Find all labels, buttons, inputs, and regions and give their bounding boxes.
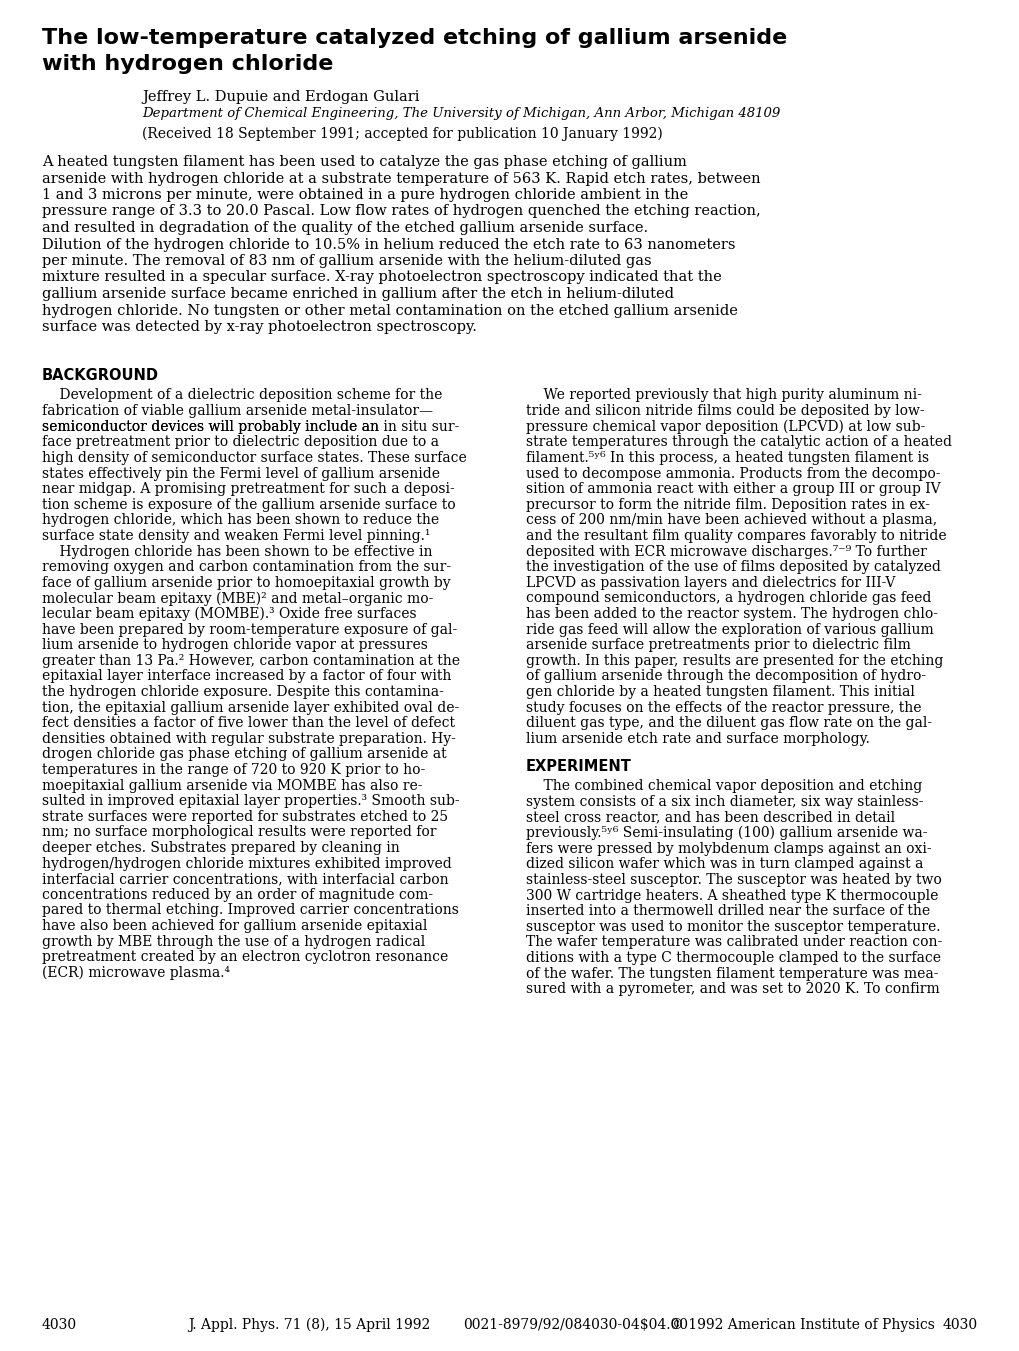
Text: gallium arsenide surface became enriched in gallium after the etch in helium-dil: gallium arsenide surface became enriched… (42, 286, 674, 301)
Text: states effectively pin the Fermi level of gallium arsenide: states effectively pin the Fermi level o… (42, 466, 439, 481)
Text: Development of a dielectric deposition scheme for the: Development of a dielectric deposition s… (42, 389, 442, 403)
Text: arsenide with hydrogen chloride at a substrate temperature of 563 K. Rapid etch : arsenide with hydrogen chloride at a sub… (42, 172, 760, 185)
Text: densities obtained with regular substrate preparation. Hy-: densities obtained with regular substrat… (42, 732, 455, 746)
Text: deposited with ECR microwave discharges.⁷⁻⁹ To further: deposited with ECR microwave discharges.… (526, 544, 926, 558)
Text: The low-temperature catalyzed etching of gallium arsenide: The low-temperature catalyzed etching of… (42, 28, 787, 49)
Text: BACKGROUND: BACKGROUND (42, 369, 159, 384)
Text: 300 W cartridge heaters. A sheathed type K thermocouple: 300 W cartridge heaters. A sheathed type… (526, 889, 937, 902)
Text: greater than 13 Pa.² However, carbon contamination at the: greater than 13 Pa.² However, carbon con… (42, 654, 460, 667)
Text: pretreatment created by an electron cyclotron resonance: pretreatment created by an electron cycl… (42, 950, 447, 965)
Text: 4030: 4030 (942, 1319, 977, 1332)
Text: growth by MBE through the use of a hydrogen radical: growth by MBE through the use of a hydro… (42, 935, 425, 948)
Text: strate surfaces were reported for substrates etched to 25: strate surfaces were reported for substr… (42, 809, 447, 824)
Text: fabrication of viable gallium arsenide metal-insulator—: fabrication of viable gallium arsenide m… (42, 404, 433, 417)
Text: (ECR) microwave plasma.⁴: (ECR) microwave plasma.⁴ (42, 966, 229, 979)
Text: hydrogen chloride, which has been shown to reduce the: hydrogen chloride, which has been shown … (42, 513, 439, 527)
Text: hydrogen chloride. No tungsten or other metal contamination on the etched galliu: hydrogen chloride. No tungsten or other … (42, 304, 737, 317)
Text: EXPERIMENT: EXPERIMENT (526, 759, 631, 774)
Text: stainless-steel susceptor. The susceptor was heated by two: stainless-steel susceptor. The susceptor… (526, 873, 941, 886)
Text: A heated tungsten filament has been used to catalyze the gas phase etching of ga: A heated tungsten filament has been used… (42, 155, 686, 169)
Text: 1 and 3 microns per minute, were obtained in a pure hydrogen chloride ambient in: 1 and 3 microns per minute, were obtaine… (42, 188, 688, 203)
Text: temperatures in the range of 720 to 920 K prior to ho-: temperatures in the range of 720 to 920 … (42, 763, 425, 777)
Text: arsenide surface pretreatments prior to dielectric film: arsenide surface pretreatments prior to … (526, 638, 910, 653)
Text: near midgap. A promising pretreatment for such a deposi-: near midgap. A promising pretreatment fo… (42, 482, 454, 496)
Text: with hydrogen chloride: with hydrogen chloride (42, 54, 333, 74)
Text: 4030: 4030 (42, 1319, 77, 1332)
Text: 0021-8979/92/084030-04$04.00: 0021-8979/92/084030-04$04.00 (463, 1319, 688, 1332)
Text: and the resultant film quality compares favorably to nitride: and the resultant film quality compares … (526, 528, 946, 543)
Text: semiconductor devices will probably include an in situ sur-: semiconductor devices will probably incl… (42, 420, 459, 434)
Text: fect densities a factor of five lower than the level of defect: fect densities a factor of five lower th… (42, 716, 454, 730)
Text: inserted into a thermowell drilled near the surface of the: inserted into a thermowell drilled near … (526, 904, 929, 919)
Text: sured with a pyrometer, and was set to 2020 K. To confirm: sured with a pyrometer, and was set to 2… (526, 982, 938, 996)
Text: molecular beam epitaxy (MBE)² and metal–organic mo-: molecular beam epitaxy (MBE)² and metal–… (42, 592, 433, 605)
Text: tion, the epitaxial gallium arsenide layer exhibited oval de-: tion, the epitaxial gallium arsenide lay… (42, 701, 459, 715)
Text: and resulted in degradation of the quality of the etched gallium arsenide surfac: and resulted in degradation of the quali… (42, 222, 647, 235)
Text: The wafer temperature was calibrated under reaction con-: The wafer temperature was calibrated und… (526, 935, 942, 950)
Text: previously.⁵ʸ⁶ Semi-insulating (100) gallium arsenide wa-: previously.⁵ʸ⁶ Semi-insulating (100) gal… (526, 825, 926, 840)
Text: have been prepared by room-temperature exposure of gal-: have been prepared by room-temperature e… (42, 623, 457, 636)
Text: Jeffrey L. Dupuie and Erdogan Gulari: Jeffrey L. Dupuie and Erdogan Gulari (142, 91, 419, 104)
Text: drogen chloride gas phase etching of gallium arsenide at: drogen chloride gas phase etching of gal… (42, 747, 446, 762)
Text: face of gallium arsenide prior to homoepitaxial growth by: face of gallium arsenide prior to homoep… (42, 576, 450, 589)
Text: mixture resulted in a specular surface. X-ray photoelectron spectroscopy indicat: mixture resulted in a specular surface. … (42, 270, 721, 285)
Text: per minute. The removal of 83 nm of gallium arsenide with the helium-diluted gas: per minute. The removal of 83 nm of gall… (42, 254, 651, 267)
Text: diluent gas type, and the diluent gas flow rate on the gal-: diluent gas type, and the diluent gas fl… (526, 716, 931, 730)
Text: the investigation of the use of films deposited by catalyzed: the investigation of the use of films de… (526, 561, 940, 574)
Text: tion scheme is exposure of the gallium arsenide surface to: tion scheme is exposure of the gallium a… (42, 497, 455, 512)
Text: study focuses on the effects of the reactor pressure, the: study focuses on the effects of the reac… (526, 701, 920, 715)
Text: of gallium arsenide through the decomposition of hydro-: of gallium arsenide through the decompos… (526, 669, 925, 684)
Text: face pretreatment prior to dielectric deposition due to a: face pretreatment prior to dielectric de… (42, 435, 438, 450)
Text: surface was detected by x-ray photoelectron spectroscopy.: surface was detected by x-ray photoelect… (42, 320, 477, 334)
Text: ditions with a type C thermocouple clamped to the surface: ditions with a type C thermocouple clamp… (526, 951, 941, 965)
Text: has been added to the reactor system. The hydrogen chlo-: has been added to the reactor system. Th… (526, 607, 937, 621)
Text: used to decompose ammonia. Products from the decompo-: used to decompose ammonia. Products from… (526, 466, 940, 481)
Text: dized silicon wafer which was in turn clamped against a: dized silicon wafer which was in turn cl… (526, 858, 922, 871)
Text: © 1992 American Institute of Physics: © 1992 American Institute of Physics (669, 1319, 934, 1332)
Text: lecular beam epitaxy (MOMBE).³ Oxide free surfaces: lecular beam epitaxy (MOMBE).³ Oxide fre… (42, 607, 416, 621)
Text: Department of Chemical Engineering, The University of Michigan, Ann Arbor, Michi: Department of Chemical Engineering, The … (142, 107, 780, 120)
Text: epitaxial layer interface increased by a factor of four with: epitaxial layer interface increased by a… (42, 669, 451, 684)
Text: (Received 18 September 1991; accepted for publication 10 January 1992): (Received 18 September 1991; accepted fo… (142, 127, 662, 142)
Text: Hydrogen chloride has been shown to be effective in: Hydrogen chloride has been shown to be e… (42, 544, 432, 558)
Text: lium arsenide etch rate and surface morphology.: lium arsenide etch rate and surface morp… (526, 732, 869, 746)
Text: Dilution of the hydrogen chloride to 10.5% in helium reduced the etch rate to 63: Dilution of the hydrogen chloride to 10.… (42, 238, 735, 251)
Text: pared to thermal etching. Improved carrier concentrations: pared to thermal etching. Improved carri… (42, 904, 459, 917)
Text: gen chloride by a heated tungsten filament. This initial: gen chloride by a heated tungsten filame… (526, 685, 914, 698)
Text: deeper etches. Substrates prepared by cleaning in: deeper etches. Substrates prepared by cl… (42, 840, 399, 855)
Text: hydrogen/hydrogen chloride mixtures exhibited improved: hydrogen/hydrogen chloride mixtures exhi… (42, 857, 451, 870)
Text: sition of ammonia react with either a group III or group IV: sition of ammonia react with either a gr… (526, 482, 940, 496)
Text: steel cross reactor, and has been described in detail: steel cross reactor, and has been descri… (526, 811, 895, 824)
Text: semiconductor devices will probably include an: semiconductor devices will probably incl… (42, 420, 383, 434)
Text: lium arsenide to hydrogen chloride vapor at pressures: lium arsenide to hydrogen chloride vapor… (42, 638, 427, 653)
Text: precursor to form the nitride film. Deposition rates in ex-: precursor to form the nitride film. Depo… (526, 497, 929, 512)
Text: pressure chemical vapor deposition (LPCVD) at low sub-: pressure chemical vapor deposition (LPCV… (526, 420, 924, 434)
Text: filament.⁵ʸ⁶ In this process, a heated tungsten filament is: filament.⁵ʸ⁶ In this process, a heated t… (526, 451, 928, 465)
Text: compound semiconductors, a hydrogen chloride gas feed: compound semiconductors, a hydrogen chlo… (526, 592, 930, 605)
Text: of the wafer. The tungsten filament temperature was mea-: of the wafer. The tungsten filament temp… (526, 966, 937, 981)
Text: fers were pressed by molybdenum clamps against an oxi-: fers were pressed by molybdenum clamps a… (526, 842, 930, 855)
Text: sulted in improved epitaxial layer properties.³ Smooth sub-: sulted in improved epitaxial layer prope… (42, 794, 460, 808)
Text: cess of 200 nm/min have been achieved without a plasma,: cess of 200 nm/min have been achieved wi… (526, 513, 936, 527)
Text: LPCVD as passivation layers and dielectrics for III-V: LPCVD as passivation layers and dielectr… (526, 576, 895, 589)
Text: surface state density and weaken Fermi level pinning.¹: surface state density and weaken Fermi l… (42, 528, 430, 543)
Text: the hydrogen chloride exposure. Despite this contamina-: the hydrogen chloride exposure. Despite … (42, 685, 443, 698)
Text: moepitaxial gallium arsenide via MOMBE has also re-: moepitaxial gallium arsenide via MOMBE h… (42, 778, 422, 793)
Text: system consists of a six inch diameter, six way stainless-: system consists of a six inch diameter, … (526, 794, 922, 809)
Text: tride and silicon nitride films could be deposited by low-: tride and silicon nitride films could be… (526, 404, 923, 417)
Text: We reported previously that high purity aluminum ni-: We reported previously that high purity … (526, 389, 921, 403)
Text: high density of semiconductor surface states. These surface: high density of semiconductor surface st… (42, 451, 467, 465)
Text: strate temperatures through the catalytic action of a heated: strate temperatures through the catalyti… (526, 435, 951, 450)
Text: interfacial carrier concentrations, with interfacial carbon: interfacial carrier concentrations, with… (42, 873, 448, 886)
Text: pressure range of 3.3 to 20.0 Pascal. Low flow rates of hydrogen quenched the et: pressure range of 3.3 to 20.0 Pascal. Lo… (42, 204, 760, 219)
Text: concentrations reduced by an order of magnitude com-: concentrations reduced by an order of ma… (42, 888, 433, 901)
Text: have also been achieved for gallium arsenide epitaxial: have also been achieved for gallium arse… (42, 919, 427, 934)
Text: susceptor was used to monitor the susceptor temperature.: susceptor was used to monitor the suscep… (526, 920, 940, 934)
Text: J. Appl. Phys. 71 (8), 15 April 1992: J. Appl. Phys. 71 (8), 15 April 1992 (187, 1319, 430, 1332)
Text: removing oxygen and carbon contamination from the sur-: removing oxygen and carbon contamination… (42, 561, 450, 574)
Text: nm; no surface morphological results were reported for: nm; no surface morphological results wer… (42, 825, 436, 839)
Text: growth. In this paper, results are presented for the etching: growth. In this paper, results are prese… (526, 654, 943, 667)
Text: The combined chemical vapor deposition and etching: The combined chemical vapor deposition a… (526, 780, 921, 793)
Text: ride gas feed will allow the exploration of various gallium: ride gas feed will allow the exploration… (526, 623, 932, 636)
